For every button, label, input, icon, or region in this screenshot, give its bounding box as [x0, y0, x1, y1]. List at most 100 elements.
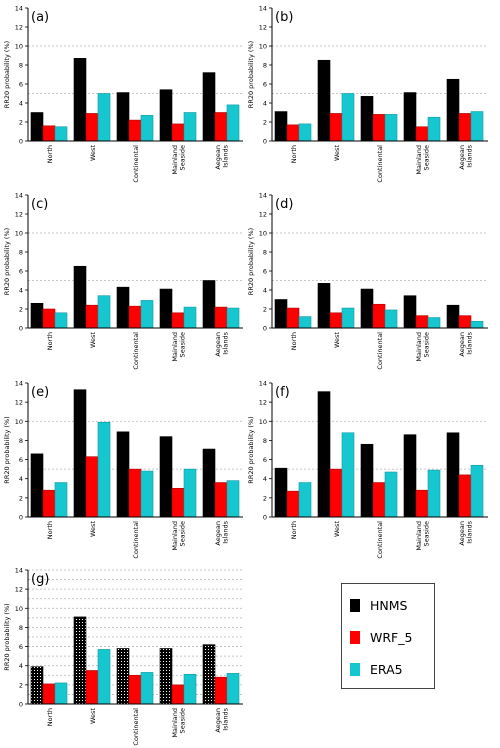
bar-era5-3: [427, 317, 441, 329]
legend-label: ERA5: [370, 661, 403, 677]
bar-era5-4: [470, 321, 484, 329]
bar-era5-1: [97, 93, 111, 142]
y-tick-label: 2: [19, 494, 23, 502]
y-tick-label: 2: [263, 494, 267, 502]
bar-era5-1: [341, 432, 355, 518]
y-axis-label: RR20 probability (%): [3, 603, 11, 670]
bar-hnms-3: [159, 436, 173, 518]
bar-wrf5-3: [171, 684, 185, 705]
y-tick-label: 0: [263, 138, 267, 146]
bar-era5-2: [140, 115, 154, 142]
bar-wrf5-3: [415, 126, 429, 142]
x-tick-label: West: [333, 521, 341, 537]
y-tick-label: 14: [15, 380, 23, 388]
x-tick-label: MainlandSeaside: [171, 521, 186, 551]
legend-label: HNMS: [370, 597, 408, 613]
legend-item-wrf5: WRF_5: [350, 626, 412, 648]
legend: HNMS WRF_5 ERA5: [341, 583, 435, 689]
x-tick-label: Continental: [376, 332, 384, 370]
x-tick-label: AegeanIslands: [458, 331, 473, 356]
panel-label: (e): [31, 385, 49, 400]
y-tick-label: 10: [15, 230, 23, 238]
x-tick-label: Continental: [376, 145, 384, 183]
bar-era5-0: [298, 482, 312, 518]
bar-era5-0: [54, 126, 68, 142]
bar-hnms-4: [202, 644, 216, 705]
panel-label: (b): [275, 10, 293, 25]
bar-hnms-2: [116, 648, 130, 705]
y-axis-label: RR20 probability (%): [3, 416, 11, 483]
bar-wrf5-3: [415, 489, 429, 518]
bar-wrf5-2: [128, 305, 142, 329]
x-tick-label: Continental: [132, 145, 140, 183]
bar-hnms-1: [317, 283, 331, 329]
y-tick-label: 6: [19, 268, 23, 276]
chart-panel-6: 0 2 4 6 8 10 12 14 RR20 probability (%) (g) North W…: [3, 567, 243, 746]
bar-era5-4: [226, 307, 240, 329]
legend-swatch-wrf5: [350, 630, 360, 644]
bar-hnms-4: [202, 72, 216, 142]
bar-hnms-2: [360, 96, 374, 142]
bar-hnms-0: [274, 467, 288, 518]
bar-era5-2: [140, 470, 154, 518]
bar-wrf5-0: [286, 490, 300, 518]
y-tick-label: 6: [19, 643, 23, 651]
y-tick-label: 0: [19, 701, 23, 709]
bar-wrf5-1: [329, 468, 343, 518]
bar-hnms-2: [360, 288, 374, 329]
x-tick-label: West: [89, 708, 97, 724]
y-tick-label: 8: [19, 62, 23, 70]
bar-era5-3: [183, 468, 197, 518]
bar-wrf5-0: [286, 307, 300, 329]
y-axis-label: RR20 probability (%): [247, 416, 255, 483]
bar-era5-0: [54, 682, 68, 705]
bar-hnms-0: [30, 453, 44, 518]
bar-wrf5-1: [85, 456, 99, 518]
y-tick-label: 8: [19, 624, 23, 632]
legend-swatch-hnms: [350, 598, 360, 612]
panel-label: (f): [275, 385, 290, 400]
bar-wrf5-1: [329, 113, 343, 142]
x-tick-label: MainlandSeaside: [171, 708, 186, 738]
bar-era5-2: [384, 309, 398, 329]
bar-era5-4: [226, 673, 240, 705]
panel-label: (c): [31, 197, 48, 212]
y-tick-label: 10: [259, 43, 267, 51]
y-tick-label: 4: [263, 287, 267, 295]
y-tick-label: 12: [15, 586, 23, 594]
x-tick-label: AegeanIslands: [214, 144, 229, 169]
x-tick-label: West: [89, 332, 97, 348]
y-tick-label: 14: [259, 5, 267, 13]
bar-wrf5-2: [372, 303, 386, 329]
y-tick-label: 8: [19, 437, 23, 445]
y-tick-label: 10: [259, 230, 267, 238]
y-tick-label: 8: [263, 62, 267, 70]
bar-wrf5-2: [372, 482, 386, 518]
y-tick-label: 14: [15, 5, 23, 13]
x-tick-label: Continental: [376, 521, 384, 559]
chart-panel-2: 0 2 4 6 8 10 12 14 RR20 probability (%) (c) North W…: [3, 192, 243, 370]
x-tick-label: North: [46, 521, 54, 539]
x-tick-label: North: [46, 145, 54, 163]
bar-wrf5-4: [214, 306, 228, 329]
gridlines: [272, 232, 488, 281]
bar-era5-0: [298, 123, 312, 142]
bar-wrf5-2: [372, 114, 386, 142]
y-tick-label: 4: [19, 100, 23, 108]
bar-hnms-4: [202, 448, 216, 518]
bar-wrf5-0: [286, 124, 300, 142]
bar-hnms-1: [317, 391, 331, 518]
x-tick-label: West: [89, 145, 97, 161]
y-tick-label: 6: [263, 268, 267, 276]
chart-panel-0: 0 2 4 6 8 10 12 14 RR20 probability (%) (a) North W…: [3, 5, 243, 183]
bar-era5-3: [427, 116, 441, 142]
bar-hnms-2: [360, 443, 374, 518]
y-axis-label: RR20 probability (%): [3, 228, 11, 295]
y-tick-label: 4: [263, 100, 267, 108]
bar-hnms-0: [30, 302, 44, 329]
x-tick-label: West: [333, 145, 341, 161]
bar-hnms-1: [73, 58, 87, 142]
y-tick-label: 0: [19, 514, 23, 522]
y-tick-label: 8: [19, 249, 23, 257]
